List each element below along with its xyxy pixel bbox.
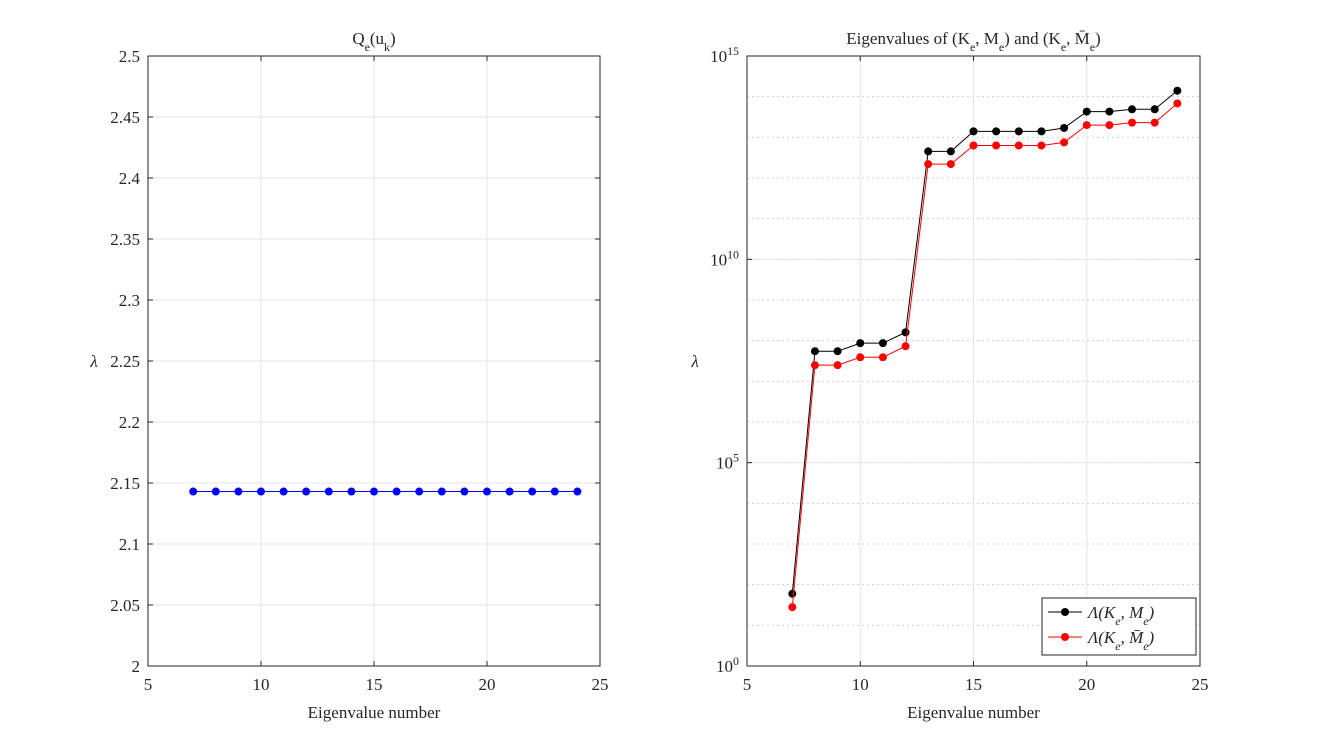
data-point [878,339,887,348]
data-point [1105,107,1114,116]
data-point [528,487,537,496]
data-point [302,487,311,496]
y-axis-label: λ [690,352,698,371]
data-point [856,339,865,348]
data-point [856,353,865,362]
y-tick-label: 2.45 [110,108,140,127]
x-axis-label: Eigenvalue number [308,703,441,722]
data-point [946,147,955,156]
data-point [324,487,333,496]
y-tick-label: 1015 [710,44,739,66]
data-point [969,141,978,150]
data-point [189,487,198,496]
data-point [1173,99,1182,108]
data-point [969,127,978,136]
data-point [1060,138,1069,147]
data-point [1082,121,1091,130]
x-tick-label: 25 [1192,675,1209,694]
x-axis-label: Eigenvalue number [907,703,1040,722]
data-point [788,589,797,598]
y-tick-label: 105 [716,451,739,473]
y-tick-label: 2.4 [119,169,141,188]
x-tick-label: 25 [592,675,609,694]
data-point [810,347,819,356]
x-tick-label: 10 [253,675,270,694]
data-point [833,361,842,370]
data-point [347,487,356,496]
data-point [810,361,819,370]
y-tick-label: 2.3 [119,291,140,310]
legend-marker [1061,608,1069,616]
data-point [234,487,243,496]
data-point [901,342,910,351]
data-point [1060,123,1069,132]
data-point [1128,118,1137,127]
y-tick-label: 2.05 [110,596,140,615]
x-tick-label: 20 [1078,675,1095,694]
data-point [1173,86,1182,95]
data-point [1150,105,1159,114]
x-tick-label: 20 [479,675,496,694]
x-tick-label: 10 [852,675,869,694]
data-point [279,487,288,496]
data-point [392,487,401,496]
data-point [946,160,955,169]
axes-box [147,55,601,667]
data-point [924,160,933,169]
data-point [878,353,887,362]
data-point [211,487,220,496]
y-tick-label: 2.2 [119,413,140,432]
data-point [573,487,582,496]
y-tick-label: 100 [716,654,739,676]
data-point [992,127,1001,136]
data-point [483,487,491,496]
legend-box [1041,597,1197,656]
data-point [1014,127,1023,136]
y-tick-label: 2.25 [110,352,140,371]
data-point [1014,141,1023,150]
data-point [1150,118,1159,127]
x-tick-label: 5 [743,675,752,694]
y-axis-label: λ [89,352,97,371]
data-point [1128,105,1137,114]
data-point [901,328,910,337]
x-tick-label: 15 [965,675,982,694]
chart-title: Qe(uk) [352,29,395,54]
data-point [833,347,842,356]
data-point [788,603,797,612]
y-tick-label: 1010 [710,247,739,269]
data-point [370,487,378,496]
data-point [1037,141,1046,150]
legend-marker [1061,633,1069,641]
y-tick-label: 2.15 [110,474,140,493]
data-point [992,141,1001,150]
y-tick-label: 2.5 [119,47,140,66]
y-tick-label: 2 [132,657,141,676]
data-point [550,487,559,496]
data-point [257,487,265,496]
axes-box [746,55,1201,667]
data-point [924,147,933,156]
data-point [437,487,446,496]
x-tick-label: 5 [144,675,153,694]
y-tick-label: 2.35 [110,230,140,249]
data-point [460,487,469,496]
x-tick-label: 15 [366,675,383,694]
chart-title: Eigenvalues of (Ke, Me) and (Ke, M̄e) [846,29,1100,54]
data-point [1082,107,1091,116]
data-point [505,487,514,496]
y-tick-label: 2.1 [119,535,140,554]
data-point [1037,127,1046,136]
data-point [415,487,424,496]
data-point [1105,121,1114,130]
